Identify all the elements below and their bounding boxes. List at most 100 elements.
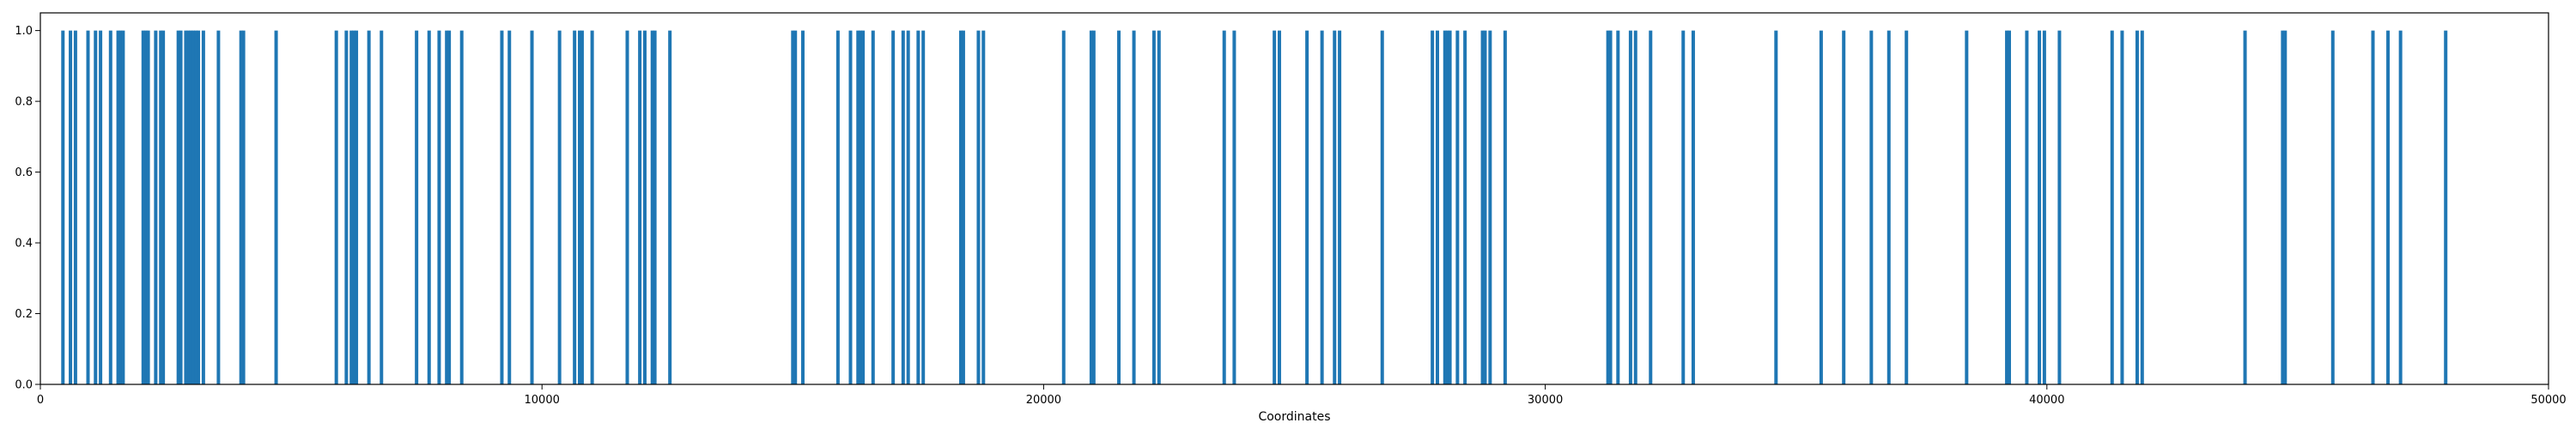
bar-79 [1151,30,1156,385]
bar-3 [86,30,90,385]
bar-22 [194,30,198,385]
bar-58 [800,30,805,385]
x-tick-label: 20000 [1026,394,1061,407]
bar-72 [976,30,981,385]
bar-8 [118,30,123,385]
bar-71 [961,30,965,385]
bar-73 [981,30,986,385]
bar-106 [1649,30,1653,385]
bar-7 [116,30,120,385]
bar-130 [2371,30,2375,385]
bar-86 [1320,30,1324,385]
bar-16 [176,30,180,385]
bar-80 [1157,30,1161,385]
bar-12 [146,30,150,385]
bar-131 [2386,30,2391,385]
y-tick-label: 0.8 [15,96,33,109]
bar-65 [891,30,896,385]
bar-129 [2330,30,2335,385]
bar-63 [861,30,866,385]
bar-5 [99,30,103,385]
bar-26 [239,30,243,385]
bar-90 [1431,30,1435,385]
y-tick-label: 1.0 [15,25,33,38]
y-tick-label: 0.4 [15,238,33,251]
bar-89 [1380,30,1384,385]
bar-95 [1455,30,1460,385]
bar-107 [1681,30,1686,385]
y-tick-label: 0.0 [15,379,33,392]
y-tick-label: 0.6 [15,166,33,179]
bar-111 [1842,30,1846,385]
x-tick-label: 50000 [2530,394,2566,407]
bar-34 [367,30,371,385]
bar-4 [94,30,98,385]
bar-50 [625,30,629,385]
bar-110 [1819,30,1823,385]
bar-124 [2135,30,2139,385]
bar-47 [578,30,582,385]
bar-119 [2038,30,2042,385]
x-tick-label: 10000 [525,394,560,407]
bar-35 [380,30,384,385]
bar-104 [1628,30,1632,385]
bar-42 [500,30,504,385]
bar-118 [2025,30,2029,385]
bar-92 [1443,30,1447,385]
bar-121 [2057,30,2062,385]
bar-40 [447,30,452,385]
bar-29 [334,30,338,385]
bar-66 [901,30,905,385]
x-tick-label: 0 [37,394,44,407]
bar-117 [2007,30,2011,385]
bar-15 [161,30,166,385]
bar-55 [668,30,672,385]
bar-23 [197,30,201,385]
bar-46 [573,30,577,385]
bar-14 [159,30,163,385]
bar-78 [1132,30,1136,385]
bar-41 [459,30,464,385]
bar-120 [2042,30,2046,385]
bar-19 [186,30,191,385]
bar-74 [1061,30,1066,385]
bar-97 [1480,30,1485,385]
bar-56 [791,30,795,385]
bar-13 [154,30,158,385]
bar-122 [2110,30,2114,385]
bar-28 [274,30,278,385]
bar-54 [653,30,657,385]
bar-116 [2005,30,2009,385]
bar-52 [642,30,647,385]
bar-51 [638,30,642,385]
bar-20 [189,30,193,385]
bar-59 [835,30,840,385]
bar-61 [856,30,860,385]
bar-11 [143,30,148,385]
bar-36 [415,30,419,385]
bar-33 [355,30,359,385]
bar-27 [241,30,246,385]
bar-2 [73,30,77,385]
bar-48 [580,30,584,385]
bar-18 [184,30,188,385]
bar-76 [1091,30,1096,385]
bar-105 [1633,30,1637,385]
bar-24 [201,30,205,385]
bar-100 [1503,30,1507,385]
bar-113 [1886,30,1891,385]
bar-10 [141,30,145,385]
bar-125 [2140,30,2144,385]
bar-31 [349,30,354,385]
bar-43 [507,30,512,385]
x-tick-label: 40000 [2029,394,2064,407]
bar-38 [437,30,441,385]
plot-frame [39,12,2549,385]
bar-123 [2120,30,2124,385]
bar-9 [121,30,125,385]
bar-32 [352,30,356,385]
bar-17 [179,30,183,385]
bar-25 [216,30,221,385]
bar-108 [1691,30,1695,385]
